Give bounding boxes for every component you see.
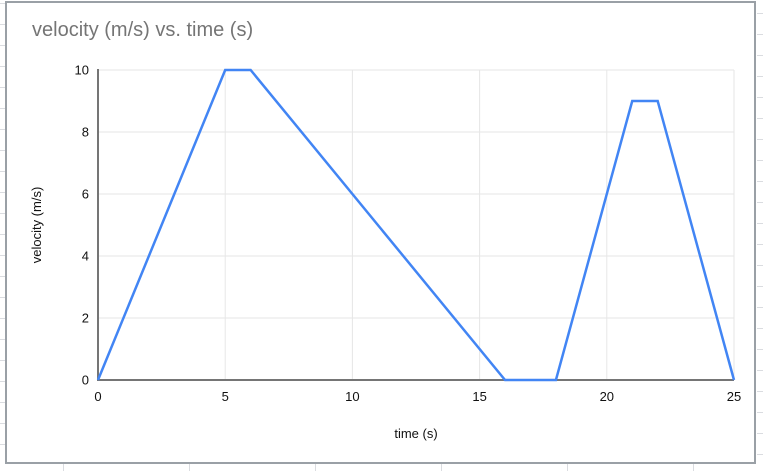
embedded-chart-card[interactable]: velocity (m/s) vs. time (s) 0 2 4 6 8 10 0 5 10 1…: [5, 1, 756, 464]
y-tick-label: 10: [75, 63, 89, 78]
x-tick-label: 0: [94, 389, 101, 404]
x-tick-label: 5: [222, 389, 229, 404]
x-tick-label: 20: [600, 389, 614, 404]
spreadsheet-gridlines-bottom: [0, 464, 763, 471]
y-axis-title: velocity (m/s): [29, 186, 44, 264]
x-axis-title: time (s): [394, 426, 438, 441]
y-tick-label: 0: [82, 373, 89, 388]
x-tick-label: 25: [727, 389, 741, 404]
plot-area: 0 2 4 6 8 10 0 5 10 15 20 25: [75, 63, 742, 405]
y-tick-label: 8: [82, 125, 89, 140]
spreadsheet-gridlines-right: [757, 0, 763, 471]
spreadsheet-gridlines-left: [0, 0, 5, 471]
x-tick-label: 10: [345, 389, 359, 404]
y-tick-label: 4: [82, 249, 89, 264]
y-tick-label: 2: [82, 311, 89, 326]
y-tick-label: 6: [82, 187, 89, 202]
velocity-line-series: [96, 68, 736, 382]
x-tick-label: 15: [472, 389, 486, 404]
chart-title: velocity (m/s) vs. time (s): [32, 19, 254, 41]
